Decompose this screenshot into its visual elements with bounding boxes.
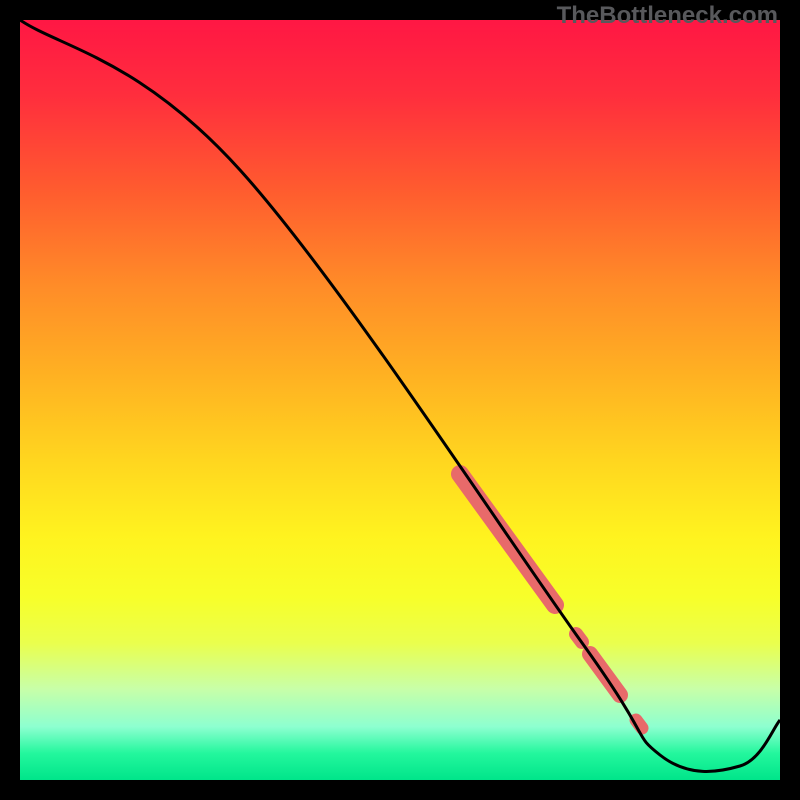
watermark-text: TheBottleneck.com xyxy=(557,2,778,30)
gradient-background xyxy=(20,20,780,780)
chart-frame: TheBottleneck.com xyxy=(0,0,800,800)
chart-svg xyxy=(20,20,780,780)
plot-area xyxy=(20,20,780,780)
